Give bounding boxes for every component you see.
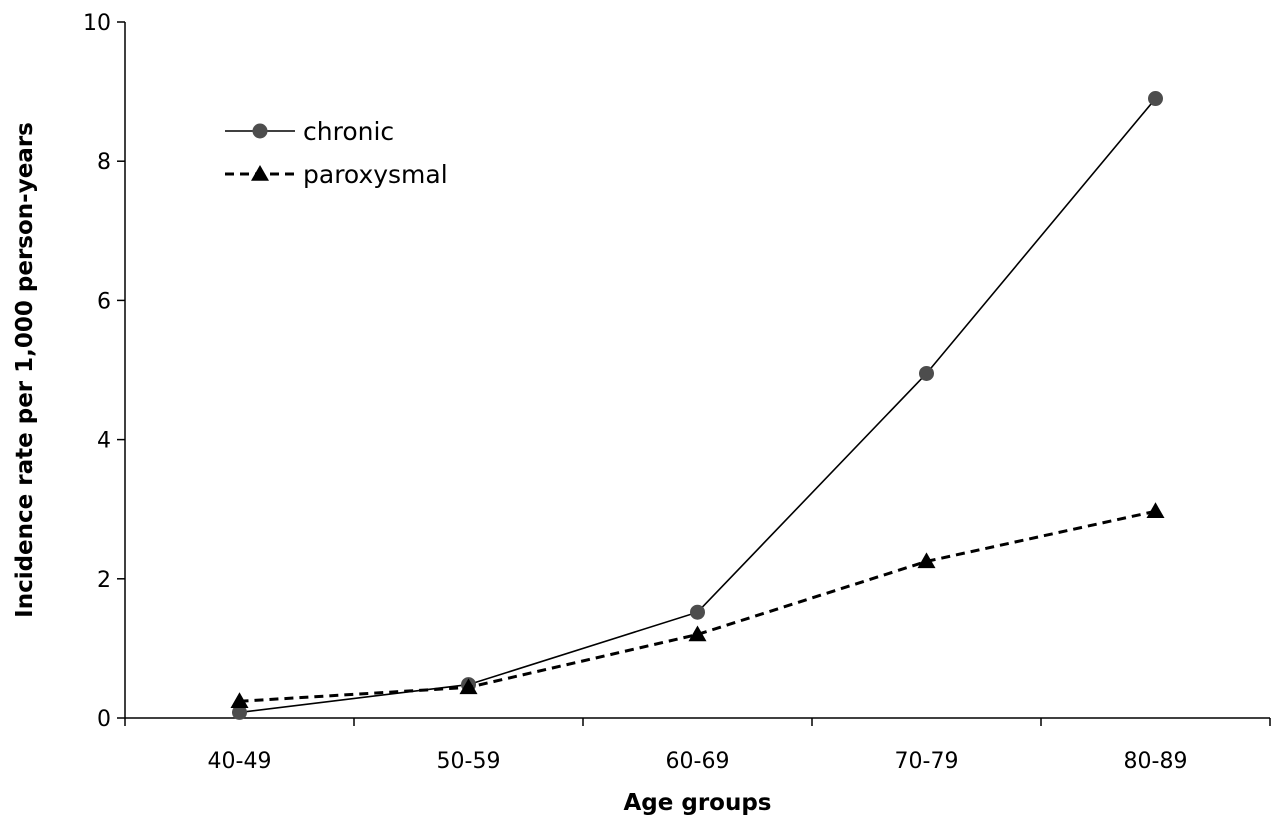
data-point-chronic <box>232 704 247 720</box>
x-tick-label: 40-49 <box>208 749 272 774</box>
data-point-chronic <box>1148 91 1163 107</box>
data-point-paroxysmal <box>230 692 249 709</box>
y-tick-label: 6 <box>97 289 111 314</box>
data-point-paroxysmal <box>688 625 707 642</box>
series-line-chronic <box>239 98 1157 714</box>
x-tick-label: 50-59 <box>437 749 501 774</box>
legend-label-chronic: chronic <box>303 117 394 146</box>
y-tick-label: 10 <box>83 11 111 36</box>
y-tick-label: 0 <box>97 707 111 732</box>
y-axis-title: Incidence rate per 1,000 person-years <box>12 122 38 618</box>
data-point-chronic <box>690 604 705 620</box>
y-tick-label: 4 <box>97 429 111 454</box>
legend-label-paroxysmal: paroxysmal <box>303 160 448 189</box>
x-tick-label: 60-69 <box>666 749 730 774</box>
x-axis-title: Age groups <box>623 790 771 815</box>
series-paroxysmal <box>230 502 1165 709</box>
legend-marker-paroxysmal <box>251 165 269 181</box>
series-chronic <box>232 91 1163 720</box>
data-point-paroxysmal <box>459 678 478 695</box>
data-point-paroxysmal <box>1146 502 1165 519</box>
series-line-paroxysmal <box>239 509 1156 703</box>
legend-marker-chronic <box>252 123 268 139</box>
x-tick-label: 80-89 <box>1124 749 1188 774</box>
axes: 0 2 4 6 8 10 40-49 50-59 60-69 70-79 80-89 <box>83 11 1271 774</box>
legend-item-chronic: chronic <box>225 117 394 146</box>
x-tick-label: 70-79 <box>895 749 959 774</box>
legend-item-paroxysmal: paroxysmal <box>225 160 448 189</box>
legend: chronic paroxysmal <box>225 117 448 189</box>
y-tick-label: 8 <box>97 150 111 175</box>
data-point-paroxysmal <box>917 552 936 569</box>
data-point-chronic <box>919 365 934 381</box>
y-tick-label: 2 <box>97 568 111 593</box>
series-layer <box>230 91 1165 720</box>
